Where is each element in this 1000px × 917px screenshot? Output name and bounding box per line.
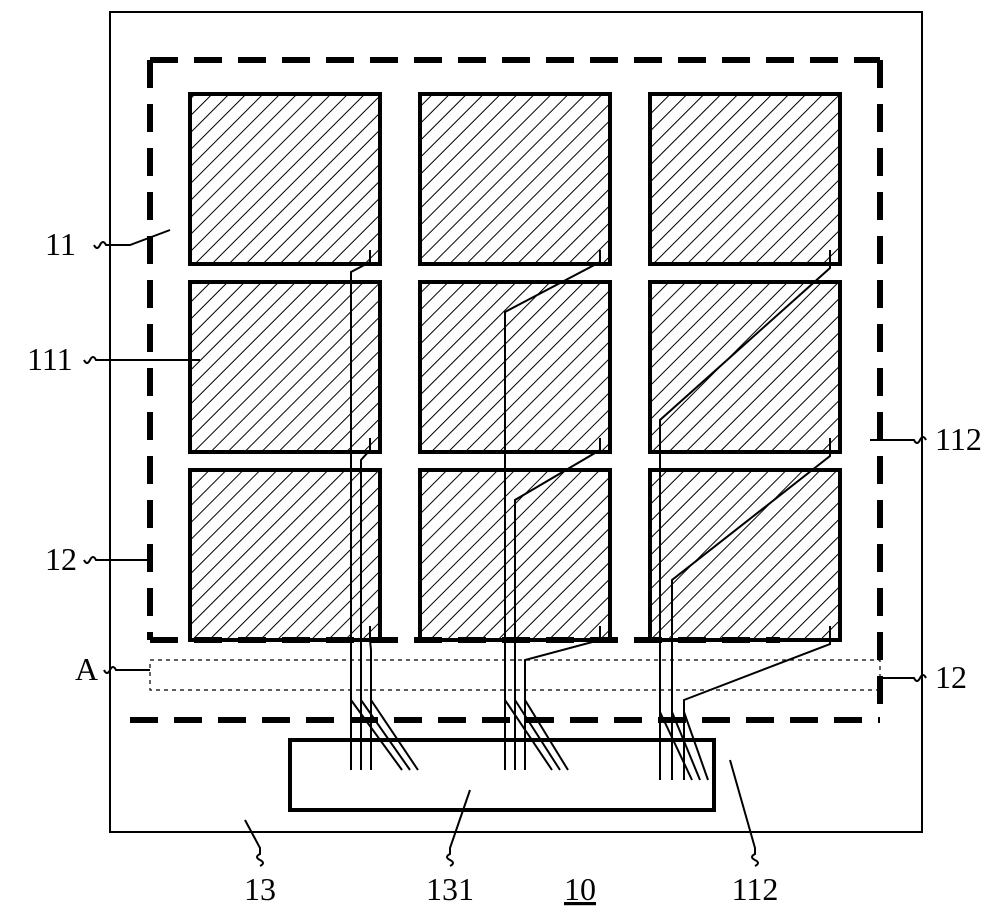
ref-label: 12 — [935, 659, 967, 695]
signal-trace-fan — [505, 700, 552, 770]
signal-trace — [525, 626, 600, 770]
leader-line — [84, 557, 150, 563]
ref-label: A — [75, 651, 98, 687]
ref-label: 112 — [935, 421, 982, 457]
ic-box — [290, 740, 714, 810]
hatched-pad — [650, 282, 840, 452]
hatched-pad — [650, 470, 840, 640]
ref-label: 12 — [45, 541, 77, 577]
signal-trace-fan — [525, 700, 568, 770]
ref-label: 112 — [732, 871, 779, 907]
ref-label: 111 — [27, 341, 73, 377]
leader-line — [84, 357, 200, 363]
signal-trace-fan — [515, 700, 560, 770]
leader-line — [447, 790, 470, 866]
hatched-pad — [650, 94, 840, 264]
ref-label: 13 — [244, 871, 276, 907]
ref-label: 11 — [45, 226, 76, 262]
hatched-pad — [190, 94, 380, 264]
leader-line — [880, 675, 926, 681]
leader-line — [94, 230, 170, 248]
hatched-pad — [420, 94, 610, 264]
leader-line — [245, 820, 263, 866]
signal-trace-fan — [361, 700, 410, 770]
diagram-canvas: 1111112A112121313110112 — [0, 0, 1000, 917]
ref-label: 10 — [564, 871, 596, 907]
signal-trace — [370, 626, 371, 770]
ref-label: 131 — [426, 871, 474, 907]
signal-trace — [684, 626, 830, 780]
leader-line — [730, 760, 758, 866]
